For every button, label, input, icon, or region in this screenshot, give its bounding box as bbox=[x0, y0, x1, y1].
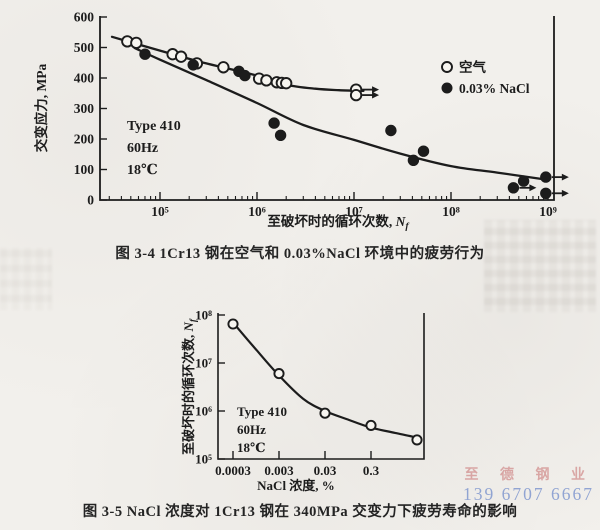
data-point bbox=[385, 124, 397, 137]
axis-frame bbox=[99, 16, 555, 201]
y-tick-label: 0 bbox=[87, 193, 94, 208]
legend-label: 空气 bbox=[459, 59, 486, 75]
legend: 空气 0.03% NaCl bbox=[441, 59, 530, 96]
annotation-line: 60Hz bbox=[127, 141, 158, 156]
x-axis: 0.0003 0.003 0.03 0.3 bbox=[215, 451, 380, 478]
y-axis-title: 至破坏时的循环次数, Nf bbox=[181, 318, 199, 455]
data-point bbox=[411, 434, 423, 446]
runout-arrow bbox=[561, 189, 569, 197]
y-tick-label: 100 bbox=[74, 162, 95, 177]
x-tick-label: 0.03 bbox=[314, 463, 337, 478]
y-tick-label: 10⁸ bbox=[195, 308, 212, 323]
x-axis-title: NaCl 浓度, % bbox=[257, 478, 335, 493]
annotation-line: 18℃ bbox=[127, 163, 158, 178]
y-tick-label: 200 bbox=[74, 132, 95, 147]
nacl-concentration-chart: 10⁵ 10⁶ 10⁷ 10⁸ 0.0003 0.003 0.03 0.3 Type 410 60… bbox=[181, 308, 425, 493]
annotation-line: Type 410 bbox=[127, 119, 181, 134]
data-point bbox=[260, 74, 273, 87]
runout-point bbox=[507, 182, 520, 194]
x-tick-label: 10⁵ bbox=[151, 204, 169, 219]
data-point bbox=[517, 175, 530, 187]
y-tick-label: 400 bbox=[74, 71, 95, 86]
data-point bbox=[268, 117, 280, 129]
annotation: Type 410 60Hz 18℃ bbox=[237, 404, 287, 455]
data-point bbox=[407, 154, 420, 167]
data-point bbox=[239, 69, 251, 82]
runout-arrow bbox=[372, 86, 380, 93]
y-tick-label: 500 bbox=[74, 40, 95, 55]
annotation-line: 18℃ bbox=[237, 440, 266, 455]
axis-frame bbox=[217, 313, 425, 460]
runout-arrow bbox=[372, 91, 380, 99]
y-axis: 0 100 200 300 400 500 600 bbox=[74, 10, 107, 208]
x-tick-label: 10⁶ bbox=[248, 204, 266, 219]
legend-marker bbox=[441, 82, 453, 94]
data-point bbox=[130, 36, 143, 50]
x-tick-label: 0.3 bbox=[363, 463, 380, 478]
fit-curve bbox=[231, 321, 419, 439]
data-point bbox=[319, 407, 331, 419]
data-point bbox=[139, 48, 151, 60]
data-point bbox=[227, 318, 239, 330]
annotation-line: 60Hz bbox=[237, 422, 266, 437]
x-tick-label: 10⁷ bbox=[345, 204, 363, 219]
x-axis-title: 至破坏时的循环次数, Nf bbox=[267, 213, 410, 232]
fit-curve bbox=[133, 46, 550, 182]
x-axis: 10⁵ 10⁶ 10⁷ 10⁸ 10⁹ bbox=[108, 192, 557, 219]
data-point bbox=[273, 368, 285, 380]
annotation-line: Type 410 bbox=[237, 404, 287, 419]
y-tick-label: 600 bbox=[74, 10, 95, 25]
data-point bbox=[174, 50, 188, 63]
y-tick-label: 10⁷ bbox=[195, 356, 212, 371]
runout-point bbox=[540, 171, 552, 183]
watermark: 至 德 钢 业 139 6707 6667 bbox=[463, 468, 594, 504]
figure-3-5-caption: 图 3-5 NaCl 浓度对 1Cr13 钢在 340MPa 交变力下疲劳寿命的… bbox=[82, 504, 518, 520]
x-tick-label: 10⁸ bbox=[442, 204, 460, 219]
series-air bbox=[227, 318, 423, 446]
y-axis: 10⁵ 10⁶ 10⁷ 10⁸ bbox=[195, 308, 225, 467]
fatigue-sn-chart: 0 100 200 300 400 500 600 10⁵ 10⁶ 10⁷ 10⁸ 10⁹ Type 4… bbox=[33, 10, 569, 232]
fit-curve bbox=[110, 35, 365, 92]
y-tick-label: 300 bbox=[74, 101, 95, 116]
series-air bbox=[110, 35, 380, 102]
data-point bbox=[280, 77, 293, 90]
runout-point bbox=[349, 88, 363, 102]
y-axis-title: 交变应力, MPa bbox=[33, 64, 49, 153]
y-tick-label: 10⁵ bbox=[195, 452, 212, 467]
runout-arrow bbox=[561, 173, 569, 181]
legend-marker bbox=[441, 61, 453, 73]
series-nacl bbox=[133, 46, 569, 200]
runout-arrow bbox=[529, 184, 537, 192]
data-point bbox=[417, 145, 430, 157]
data-point bbox=[187, 59, 199, 71]
x-tick-label: 10⁹ bbox=[539, 204, 557, 219]
watermark-phone: 139 6707 6667 bbox=[463, 483, 594, 504]
data-point bbox=[274, 129, 287, 142]
figure-3-4-caption: 图 3-4 1Cr13 钢在空气和 0.03%NaCl 环境中的疲劳行为 bbox=[115, 246, 485, 262]
legend-label: 0.03% NaCl bbox=[459, 81, 530, 96]
data-point bbox=[217, 61, 230, 74]
x-tick-label: 0.003 bbox=[264, 463, 294, 478]
annotation: Type 410 60Hz 18℃ bbox=[127, 119, 181, 178]
y-tick-label: 10⁶ bbox=[195, 404, 212, 419]
x-tick-label: 0.0003 bbox=[215, 463, 251, 478]
data-point bbox=[365, 419, 377, 431]
watermark-company: 至 德 钢 业 bbox=[464, 467, 594, 483]
runout-point bbox=[540, 187, 552, 200]
